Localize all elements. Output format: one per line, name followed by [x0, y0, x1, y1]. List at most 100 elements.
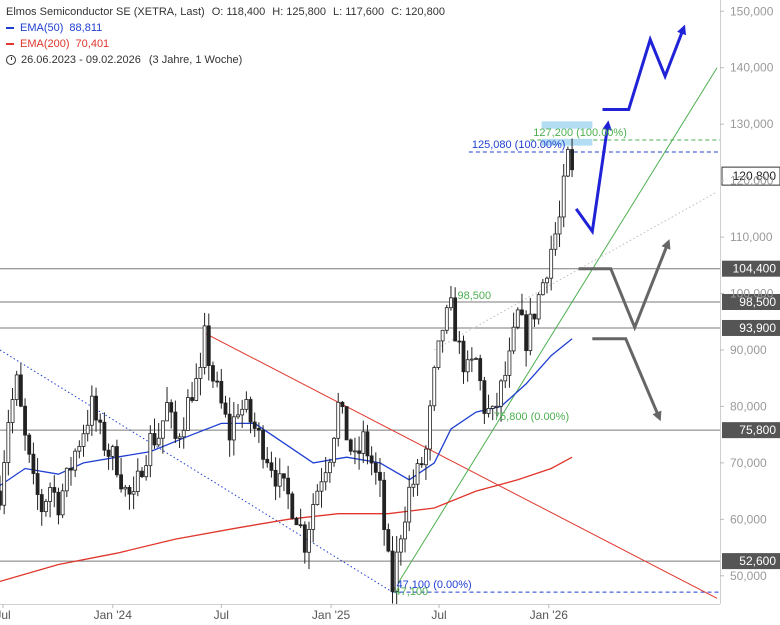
candle	[294, 516, 299, 526]
candle-body	[344, 406, 349, 441]
trendlines	[0, 67, 718, 599]
trendline-trend-extension	[434, 191, 718, 351]
fib-level-label: 127,200 (100.00%)	[533, 127, 627, 139]
candle	[432, 365, 437, 412]
candle-body	[181, 429, 186, 438]
candle-body	[48, 487, 53, 502]
candle	[361, 420, 366, 464]
candle	[540, 278, 545, 296]
candle	[469, 347, 474, 373]
ema50-line	[0, 338, 573, 487]
candle	[0, 475, 2, 511]
candle-body	[2, 462, 7, 506]
candle	[85, 409, 90, 442]
candle	[140, 466, 144, 478]
candle-body	[0, 490, 2, 506]
close-value: 120,800	[405, 6, 445, 18]
candle	[528, 297, 533, 356]
candle-body	[186, 397, 190, 431]
candle-body	[398, 538, 403, 553]
candle	[478, 354, 483, 391]
candle-body	[169, 402, 174, 413]
candle-body	[507, 350, 512, 376]
trendline-channel	[0, 349, 393, 593]
ema50-value: 88,811	[69, 22, 103, 34]
x-tick-label: Jan '24	[94, 608, 133, 622]
candle	[436, 340, 441, 370]
candle-body	[252, 421, 257, 429]
annotation-label: 98,500	[458, 290, 492, 302]
scenario-arrow	[574, 120, 612, 236]
candle-body	[77, 446, 82, 452]
candle	[286, 465, 291, 510]
close-label: C:	[391, 6, 403, 18]
candle	[39, 488, 44, 526]
instrument-title: Elmos Semiconductor SE (XETRA, Last)	[6, 6, 205, 18]
level-price-label: 52,600	[739, 554, 776, 568]
candle-body	[336, 401, 341, 439]
y-tick-label: 90,000	[730, 343, 767, 357]
candle-body	[307, 528, 311, 553]
candle	[77, 440, 82, 459]
candle	[123, 484, 128, 497]
candle	[449, 285, 453, 311]
candle-body	[89, 395, 94, 426]
candle	[298, 508, 303, 529]
candle	[110, 444, 115, 471]
candle-body	[23, 405, 27, 436]
legend-ema50: EMA(50) 88,811	[6, 20, 445, 36]
candle	[532, 313, 537, 327]
y-tick-label: 110,000	[730, 230, 773, 244]
candle-body	[323, 472, 328, 483]
candle-body	[131, 491, 136, 495]
candle-body	[223, 402, 228, 415]
candle-body	[565, 149, 570, 177]
candle	[415, 459, 420, 496]
candle-body	[373, 462, 378, 473]
candle	[94, 387, 98, 432]
candle	[240, 399, 245, 428]
horizontal-levels	[0, 139, 720, 593]
candle	[10, 387, 15, 434]
candle	[152, 418, 157, 449]
candle	[340, 401, 345, 414]
scenario-arrow	[592, 337, 662, 422]
candle	[353, 437, 357, 465]
low-value: 117,600	[345, 6, 385, 18]
candle	[31, 442, 36, 485]
candle-body	[515, 309, 520, 328]
candle	[461, 335, 466, 384]
candle	[106, 443, 111, 470]
candle	[223, 395, 228, 418]
candle-body	[490, 405, 495, 409]
target-zone	[541, 138, 593, 146]
candle	[52, 475, 57, 508]
candle-body	[110, 446, 115, 457]
candle-body	[115, 446, 119, 476]
candle	[206, 313, 211, 381]
candle	[490, 405, 495, 421]
candle-body	[286, 477, 291, 495]
candle-body	[369, 455, 374, 464]
level-price-label: 104,400	[733, 262, 777, 276]
candle	[327, 458, 332, 483]
candle-body	[102, 421, 107, 451]
x-tick-label: Jul	[431, 608, 446, 622]
period-range: 26.06.2023 - 09.02.2026	[21, 54, 141, 66]
candle	[557, 200, 562, 248]
candle-body	[432, 367, 437, 407]
candle-body	[415, 463, 420, 485]
candle-body	[478, 358, 483, 382]
candle	[244, 391, 249, 413]
candle-body	[35, 473, 40, 495]
candle	[202, 312, 207, 375]
open-value: 118,400	[226, 6, 266, 18]
candle-body	[440, 329, 445, 342]
candle	[382, 472, 387, 546]
candle-body	[332, 437, 336, 463]
candle-body	[135, 470, 140, 492]
candle	[273, 457, 278, 501]
candle-body	[411, 483, 416, 488]
candle-body	[215, 380, 220, 383]
